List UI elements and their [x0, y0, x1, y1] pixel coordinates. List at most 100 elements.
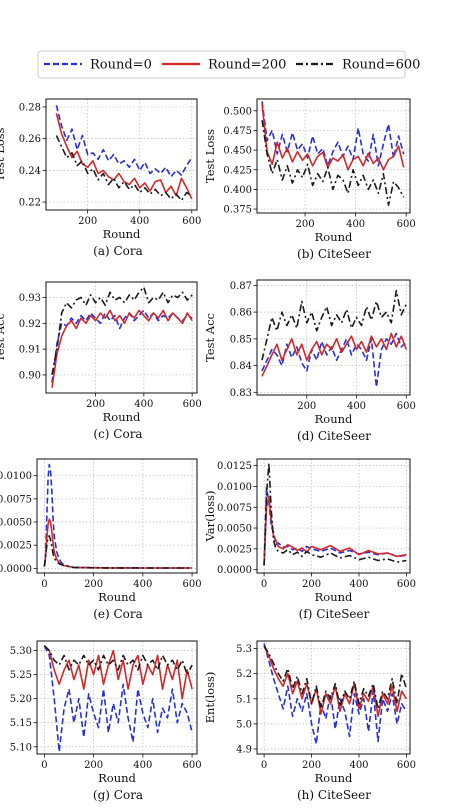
x-tick-label: 200 — [78, 216, 97, 227]
series-line-2 — [263, 495, 407, 566]
plot-frame — [256, 279, 411, 396]
chart-panel-6: 0 200 400 600 0.0000 0.0025 0.0050 0.0075 0.0100… — [203, 458, 416, 621]
subfigure-caption: (d) CiteSeer — [297, 429, 371, 443]
x-tick-label: 0 — [261, 760, 267, 771]
y-tick-label: 5.1 — [236, 694, 252, 705]
y-tick-label: 0.0025 — [217, 544, 252, 555]
y-tick-label: 0.83 — [230, 388, 252, 399]
y-tick-label: 5.20 — [10, 694, 32, 705]
chart-panel-2: 200 400 600 0.375 0.400 0.425 0.450 0.475 0.500 R… — [203, 98, 416, 261]
x-tick-label: 600 — [397, 760, 416, 771]
x-axis-label: Round — [315, 771, 353, 785]
y-tick-label: 5.0 — [236, 719, 252, 730]
subfigure-caption: (a) Cora — [93, 244, 143, 258]
series-line-3 — [43, 535, 193, 569]
y-tick-label: 0.0075 — [217, 503, 252, 514]
legend-frame — [37, 50, 406, 79]
series-line-3 — [263, 462, 407, 566]
y-tick-label: 5.15 — [10, 718, 32, 729]
x-axis-label: Round — [98, 590, 136, 604]
y-tick-label: 0.500 — [223, 106, 252, 117]
plot-frame — [36, 458, 198, 574]
y-tick-label: 0.0025 — [0, 541, 32, 552]
y-tick-label: 0.450 — [223, 146, 252, 157]
y-tick-label: 0.86 — [230, 308, 252, 319]
x-tick-label: 400 — [133, 579, 152, 590]
series-line-3 — [51, 286, 193, 376]
y-axis-label: Var(loss) — [203, 491, 217, 543]
x-axis-label: Round — [98, 771, 136, 785]
series-line-2 — [55, 113, 193, 200]
y-tick-label: 0.475 — [223, 126, 252, 137]
x-tick-label: 400 — [134, 399, 153, 410]
subfigure-caption: (c) Cora — [93, 427, 142, 441]
legend-label-1: Round=0 — [90, 58, 152, 73]
series-line-1 — [51, 309, 193, 383]
series-line-1 — [263, 643, 408, 745]
chart-panel-8: 0 200 400 600 4.9 5.0 5.1 5.2 5.3 Round Ent(loss) (… — [203, 640, 416, 802]
y-tick-label: 0.0100 — [217, 482, 252, 493]
plot-frame — [256, 98, 411, 214]
series-line-1 — [55, 105, 193, 178]
series-line-1 — [261, 332, 407, 388]
y-tick-label: 0.0050 — [0, 518, 32, 529]
y-tick-label: 0.85 — [230, 334, 252, 345]
chart-panel-7: 02004006005.105.155.205.255.30RoundEnt(l… — [10, 640, 202, 802]
y-tick-label: 0.400 — [223, 185, 252, 196]
y-tick-label: 5.30 — [10, 646, 32, 657]
y-tick-label: 0.22 — [19, 198, 41, 209]
legend-label-3: Round=600 — [342, 58, 420, 73]
x-axis-label: Round — [315, 590, 353, 604]
subfigure-caption: (g) Cora — [93, 788, 143, 802]
legend-label-2: Round=200 — [208, 58, 286, 73]
y-tick-label: 0.93 — [19, 293, 41, 304]
y-tick-label: 0.0000 — [217, 565, 252, 576]
y-tick-label: 0.26 — [19, 134, 41, 145]
y-tick-label: 5.3 — [236, 644, 252, 655]
x-axis-label: Round — [103, 410, 141, 424]
series-line-1 — [43, 463, 193, 569]
y-axis-label: Test Loss — [203, 129, 217, 183]
subfigure-caption: (h) CiteSeer — [297, 788, 371, 802]
x-tick-label: 200 — [296, 219, 315, 230]
x-tick-label: 200 — [84, 760, 103, 771]
series-line-1 — [43, 645, 193, 753]
y-tick-label: 0.0050 — [217, 524, 252, 535]
x-tick-label: 600 — [183, 760, 202, 771]
series-line-2 — [51, 309, 193, 388]
y-tick-label: 5.10 — [10, 742, 32, 753]
x-tick-label: 400 — [347, 401, 366, 412]
x-tick-label: 400 — [133, 760, 152, 771]
y-axis-label: Ent(loss) — [203, 672, 217, 724]
x-tick-label: 600 — [397, 579, 416, 590]
x-tick-label: 400 — [349, 579, 368, 590]
series-line-2 — [43, 645, 193, 700]
x-axis-label: Round — [103, 227, 141, 241]
y-tick-label: 0.0000 — [0, 564, 32, 575]
y-tick-label: 0.91 — [19, 345, 41, 356]
series-line-1 — [261, 101, 405, 167]
y-tick-label: 0.0100 — [0, 471, 32, 482]
x-tick-label: 600 — [397, 219, 416, 230]
plot-frame — [36, 640, 198, 755]
x-tick-label: 400 — [346, 219, 365, 230]
y-axis-label: Test Acc — [203, 313, 217, 362]
x-tick-label: 600 — [183, 579, 202, 590]
series-line-3 — [261, 120, 405, 206]
subfigure-caption: (e) Cora — [93, 607, 143, 621]
x-axis-label: Round — [315, 230, 353, 244]
series-line-2 — [261, 332, 408, 377]
series-line-3 — [263, 645, 408, 710]
x-tick-label: 0 — [41, 760, 47, 771]
series-line-3 — [43, 645, 193, 676]
y-tick-label: 0.24 — [19, 166, 41, 177]
y-tick-label: 5.2 — [236, 669, 252, 680]
y-tick-label: 0.90 — [19, 370, 41, 381]
plot-frame — [45, 98, 198, 211]
y-tick-label: 0.84 — [230, 361, 252, 372]
x-tick-label: 0 — [261, 579, 267, 590]
y-axis-label: Test Acc — [0, 313, 7, 362]
x-tick-label: 600 — [183, 399, 202, 410]
y-axis-label: Test Loss — [0, 127, 7, 181]
